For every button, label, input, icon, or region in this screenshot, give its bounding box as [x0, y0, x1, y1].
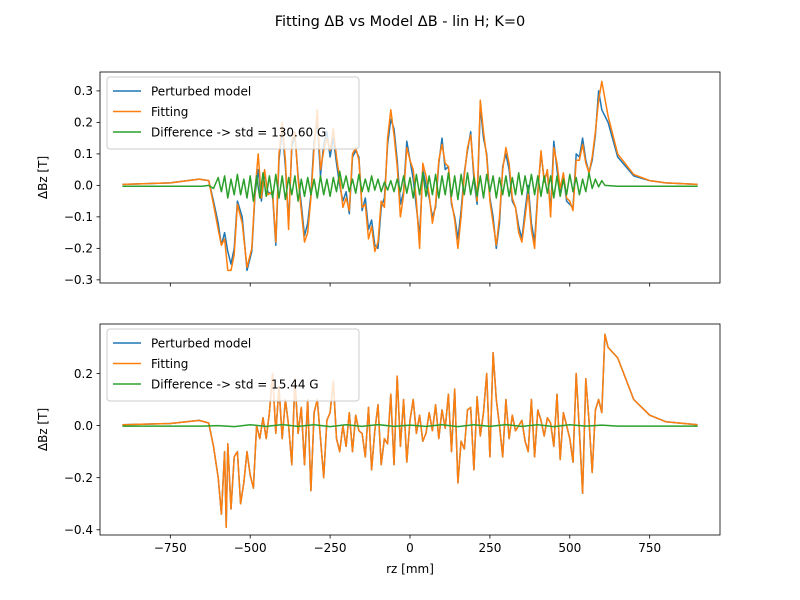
bottom-y-axis-label: ΔBz [T]: [36, 408, 50, 451]
top-y-tick-label: 0.2: [74, 116, 93, 130]
top-y-axis-label: ΔBz [T]: [36, 156, 50, 199]
bottom-y-tick-label: 0.2: [74, 367, 93, 381]
top-legend-label-difference: Difference -> std = 130.60 G: [151, 126, 326, 140]
top-y-tick-label: 0.1: [74, 147, 93, 161]
top-series-difference-line: [122, 170, 698, 202]
top-y-tick-label: −0.1: [64, 210, 93, 224]
bottom-y-tick-label: −0.2: [64, 471, 93, 485]
bottom-x-tick-label: −500: [234, 541, 267, 555]
top-axes: −0.3 −0.2 −0.1 0.0 0.1 0.2 0.3 ΔBz [T] Perturbed…: [36, 71, 721, 287]
top-y-tick-label: 0.3: [74, 84, 93, 98]
top-legend-frame: [106, 76, 360, 150]
figure-suptitle: Fitting ΔB vs Model ΔB - lin H; K=0: [275, 14, 526, 30]
top-y-tick-label: 0.0: [74, 179, 93, 193]
bottom-legend: Perturbed model Fitting Difference -> std …: [106, 328, 360, 402]
bottom-x-tick-label: 500: [558, 541, 581, 555]
bottom-legend-label-perturbed-model: Perturbed model: [151, 337, 251, 351]
bottom-x-tick-label: −750: [154, 541, 187, 555]
top-legend-label-perturbed-model: Perturbed model: [151, 85, 251, 99]
bottom-x-tick-label: 250: [478, 541, 501, 555]
bottom-series-fitting-line: [122, 333, 698, 528]
bottom-series-difference-line: [122, 423, 698, 428]
bottom-x-tick-label: 750: [638, 541, 661, 555]
top-y-tick-label: −0.3: [64, 273, 93, 287]
top-legend-label-fitting: Fitting: [151, 105, 188, 119]
bottom-x-tick-label: −250: [314, 541, 347, 555]
bottom-x-axis-label: rz [mm]: [386, 562, 434, 576]
bottom-legend-label-fitting: Fitting: [151, 357, 188, 371]
bottom-y-tick-label: 0.0: [74, 419, 93, 433]
bottom-legend-label-difference: Difference -> std = 15.44 G: [151, 378, 319, 392]
bottom-x-tick-label: 0: [406, 541, 414, 555]
bottom-legend-frame: [106, 328, 360, 402]
bottom-y-tick-label: −0.4: [64, 523, 93, 537]
top-legend: Perturbed model Fitting Difference -> std …: [106, 76, 360, 150]
bottom-axes: −750 −500 −250 0 250 500 750 −0.4 −0.2 0.0 0.2 ΔBz …: [36, 323, 721, 576]
top-y-tick-label: −0.2: [64, 242, 93, 256]
